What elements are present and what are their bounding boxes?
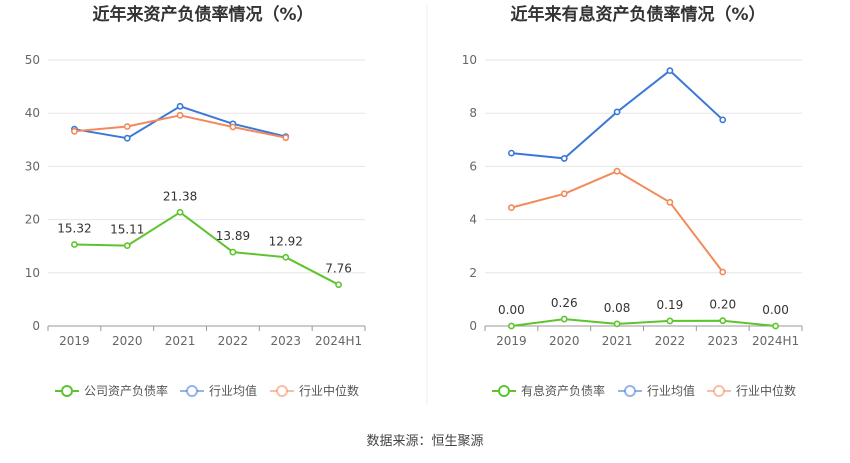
- data-label: 0.08: [604, 301, 631, 315]
- data-point: [666, 67, 674, 75]
- data-point: [229, 248, 237, 256]
- data-point: [613, 320, 621, 328]
- legend-swatch-marker: [186, 385, 198, 397]
- data-point: [719, 116, 727, 124]
- x-tick-label: 2019: [496, 334, 527, 348]
- x-tick-label: 2024H1: [315, 334, 362, 348]
- data-point: [666, 198, 674, 206]
- legend-swatch-marker: [713, 385, 725, 397]
- x-tick-label: 2022: [218, 334, 249, 348]
- data-label: 0.20: [709, 298, 736, 312]
- legend-label: 行业中位数: [299, 383, 359, 398]
- x-tick-label: 2023: [707, 334, 738, 348]
- data-point: [719, 317, 727, 325]
- x-tick-label: 2021: [602, 334, 633, 348]
- data-point: [560, 190, 568, 198]
- y-tick-label: 30: [25, 159, 40, 173]
- y-tick-label: 10: [25, 266, 40, 280]
- data-point: [123, 134, 131, 142]
- data-label: 21.38: [163, 189, 197, 203]
- data-label: 13.89: [216, 229, 250, 243]
- data-point: [613, 167, 621, 175]
- x-tick-label: 2022: [655, 334, 686, 348]
- series-line-0: [74, 211, 340, 286]
- series-line-2: [511, 170, 724, 273]
- legend-label: 行业均值: [647, 383, 695, 398]
- y-tick-label: 4: [469, 213, 477, 227]
- y-tick-label: 50: [25, 53, 40, 67]
- data-point: [772, 322, 779, 330]
- legend-swatch-marker: [624, 385, 636, 397]
- data-point: [508, 204, 515, 212]
- data-point: [123, 123, 131, 130]
- y-tick-label: 2: [469, 266, 477, 280]
- data-point: [123, 242, 131, 250]
- data-source-note: 数据来源：恒生聚源: [366, 434, 484, 449]
- chart-title: 近年来资产负债率情况（%）: [92, 4, 313, 25]
- y-tick-label: 40: [25, 106, 40, 120]
- y-tick-label: 10: [462, 53, 477, 67]
- data-point: [229, 123, 237, 131]
- data-point: [176, 102, 184, 110]
- x-tick-label: 2023: [270, 334, 301, 348]
- data-point: [719, 268, 727, 276]
- data-label: 15.11: [110, 223, 144, 237]
- legend-swatch-marker: [498, 385, 510, 397]
- data-label: 0.26: [551, 296, 578, 310]
- data-point: [176, 111, 184, 119]
- x-tick-label: 2019: [59, 334, 90, 348]
- data-point: [282, 134, 290, 142]
- x-tick-label: 2024H1: [752, 334, 799, 348]
- data-label: 0.00: [762, 303, 789, 317]
- data-point: [71, 241, 78, 248]
- data-point: [560, 315, 568, 323]
- legend-swatch-marker: [276, 385, 288, 397]
- data-label: 12.92: [269, 234, 303, 248]
- legend-swatch-marker: [61, 385, 73, 397]
- series-line-1: [74, 105, 287, 140]
- x-tick-label: 2020: [549, 334, 580, 348]
- data-label: 0.19: [657, 298, 684, 312]
- data-point: [335, 281, 342, 289]
- legend-label: 行业均值: [209, 383, 257, 398]
- y-tick-label: 8: [469, 106, 477, 120]
- y-tick-label: 0: [469, 319, 477, 333]
- y-tick-label: 20: [25, 213, 40, 227]
- data-point: [666, 317, 674, 325]
- y-tick-label: 6: [469, 159, 477, 173]
- data-point: [613, 108, 621, 116]
- y-tick-label: 0: [32, 319, 40, 333]
- x-tick-label: 2020: [112, 334, 143, 348]
- legend-label: 公司资产负债率: [84, 383, 168, 398]
- data-point: [508, 322, 515, 330]
- data-point: [71, 127, 78, 135]
- data-label: 15.32: [57, 221, 91, 235]
- data-label: 0.00: [498, 303, 525, 317]
- data-point: [176, 208, 184, 216]
- legend-label: 有息资产负债率: [521, 383, 605, 398]
- x-tick-label: 2021: [165, 334, 196, 348]
- data-point: [560, 155, 568, 162]
- data-point: [508, 149, 515, 157]
- series-line-0: [511, 318, 776, 327]
- legend-label: 行业中位数: [736, 383, 796, 398]
- data-label: 7.76: [325, 262, 352, 276]
- chart-title: 近年来有息资产负债率情况（%）: [510, 4, 765, 25]
- data-point: [282, 253, 290, 261]
